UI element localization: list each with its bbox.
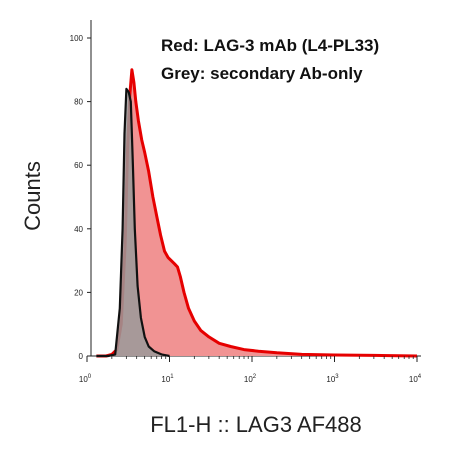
y-tick-label: 40: [74, 225, 83, 234]
series-1-area: [96, 88, 170, 357]
y-tick-label: 80: [74, 98, 83, 107]
x-tick-label: 101: [161, 374, 174, 384]
series-0-area: [96, 69, 418, 357]
x-tick-label: 102: [244, 374, 257, 384]
x-axis-label: FL1-H :: LAG3 AF488: [150, 412, 362, 437]
x-tick-label: 103: [326, 374, 339, 384]
plot-area: 0 20 40 60 80 100 100 101 102 103 104: [70, 20, 422, 384]
y-tick-label: 20: [74, 288, 83, 297]
y-tick-label: 100: [70, 34, 84, 43]
x-tick-label: 100: [79, 374, 92, 384]
y-tick-label: 0: [79, 352, 84, 361]
legend: Red: LAG-3 mAb (L4-PL33) Grey: secondary…: [161, 36, 379, 83]
legend-line-red: Red: LAG-3 mAb (L4-PL33): [161, 36, 379, 55]
y-axis-label: Counts: [20, 161, 45, 231]
y-tick-label: 60: [74, 161, 83, 170]
legend-line-grey: Grey: secondary Ab-only: [161, 64, 363, 83]
series-1-line: [96, 87, 170, 358]
x-tick-label: 104: [409, 374, 422, 384]
